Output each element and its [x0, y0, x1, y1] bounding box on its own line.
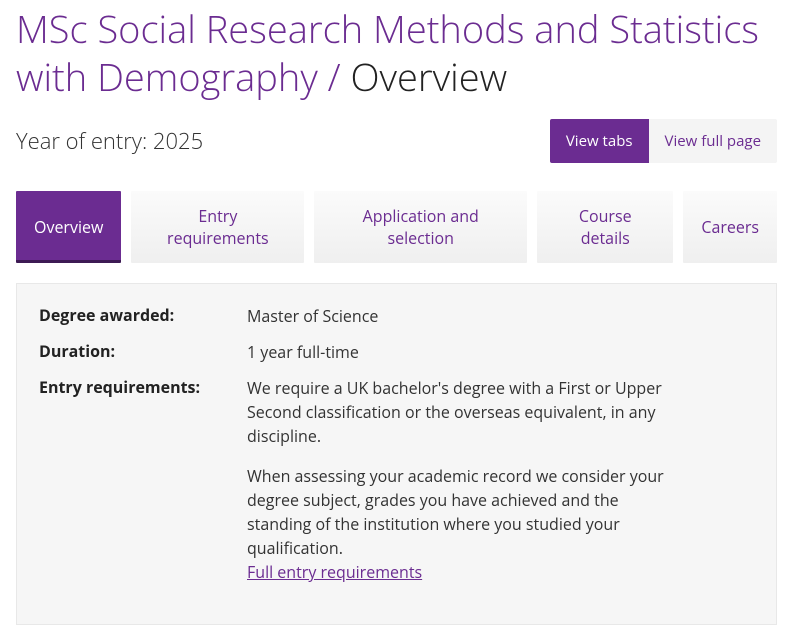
value-entry-requirements: We require a UK bachelor's degree with a…	[247, 376, 667, 584]
tab-bar: Overview Entry requirements Application …	[16, 191, 777, 263]
row-degree-awarded: Degree awarded: Master of Science	[39, 304, 754, 328]
entry-paragraph-1: We require a UK bachelor's degree with a…	[247, 376, 667, 448]
value-degree-awarded: Master of Science	[247, 304, 667, 328]
view-full-page-button[interactable]: View full page	[649, 119, 777, 163]
row-entry-requirements: Entry requirements: We require a UK bach…	[39, 376, 754, 584]
value-duration: 1 year full-time	[247, 340, 667, 364]
overview-panel: Degree awarded: Master of Science Durati…	[16, 283, 777, 625]
view-tabs-button[interactable]: View tabs	[550, 119, 649, 163]
title-sub: Overview	[350, 51, 507, 103]
tab-course-details[interactable]: Course details	[537, 191, 673, 263]
meta-row: Year of entry: 2025 View tabs View full …	[16, 119, 777, 163]
year-of-entry: Year of entry: 2025	[16, 126, 203, 156]
tab-overview[interactable]: Overview	[16, 191, 121, 263]
label-degree-awarded: Degree awarded:	[39, 304, 247, 328]
title-separator: /	[318, 51, 351, 103]
label-entry-requirements: Entry requirements:	[39, 376, 247, 584]
view-toggle: View tabs View full page	[550, 119, 777, 163]
tab-application-selection[interactable]: Application and selection	[314, 191, 527, 263]
page-title: MSc Social Research Methods and Statisti…	[16, 6, 777, 101]
entry-paragraph-2: When assessing your academic record we c…	[247, 464, 667, 560]
row-duration: Duration: 1 year full-time	[39, 340, 754, 364]
tab-entry-requirements[interactable]: Entry requirements	[131, 191, 304, 263]
label-duration: Duration:	[39, 340, 247, 364]
full-entry-requirements-link[interactable]: Full entry requirements	[247, 561, 422, 583]
tab-careers[interactable]: Careers	[683, 191, 777, 263]
